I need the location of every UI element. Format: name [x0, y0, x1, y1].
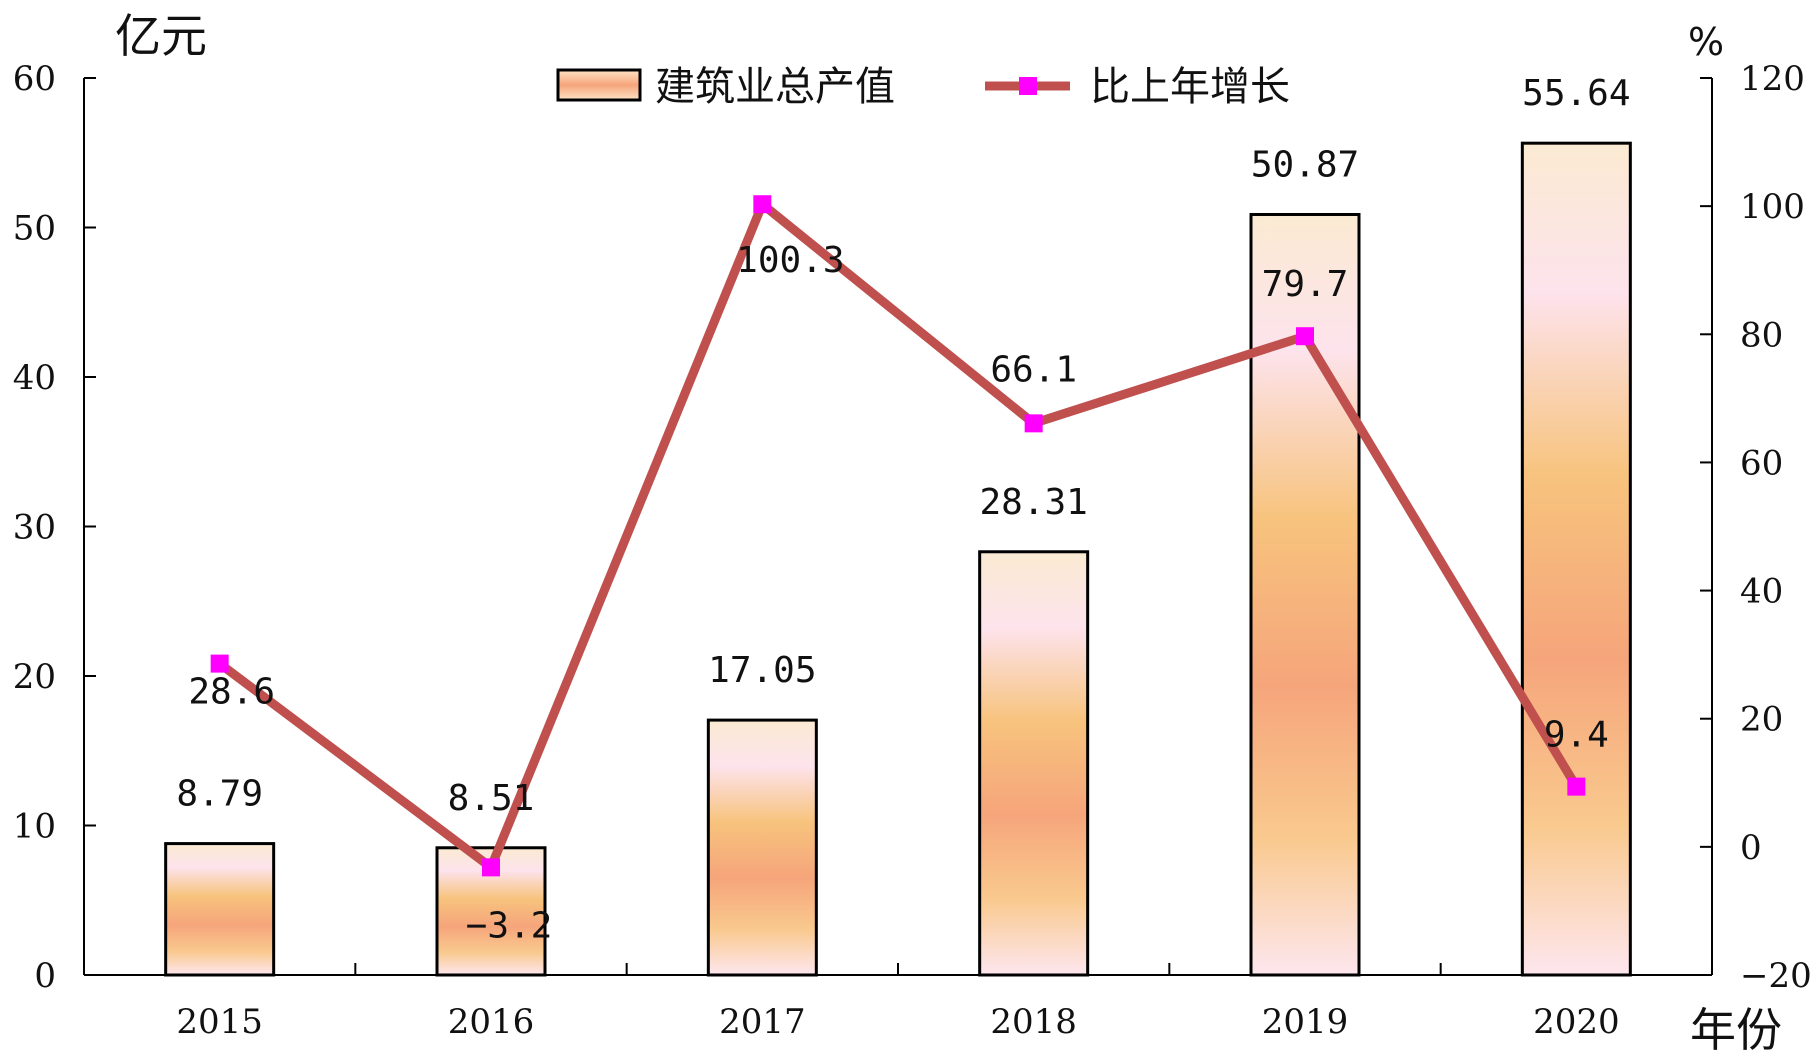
y-left-axis-label: 亿元: [115, 9, 207, 63]
line-marker: [1567, 777, 1586, 796]
bar-value-label: 50.87: [1251, 144, 1359, 185]
legend-bar-label: 建筑业总产值: [655, 64, 895, 110]
y-right-tick-label: 40: [1740, 572, 1783, 612]
y-left-tick-label: 20: [13, 657, 56, 697]
y-right-tick-label: 60: [1740, 443, 1783, 483]
bar-value-label: 8.51: [448, 778, 535, 819]
line-marker: [753, 195, 772, 214]
x-tick-label: 2016: [448, 1002, 535, 1042]
line-value-label: 28.6: [188, 672, 275, 713]
x-tick-label: 2015: [176, 1002, 263, 1042]
line-marker: [482, 858, 500, 877]
line-marker: [210, 654, 229, 673]
line-value-label: 100.3: [736, 240, 844, 281]
y-left-tick-label: 60: [13, 59, 56, 99]
bar: [978, 550, 1090, 977]
x-tick-label: 2018: [990, 1002, 1077, 1042]
line-value-label: 79.7: [1262, 264, 1349, 305]
legend-line-marker: [1019, 77, 1037, 95]
y-right-tick-label: −20: [1740, 956, 1812, 996]
line-marker: [1296, 327, 1314, 346]
bar-value-label: 8.79: [176, 774, 263, 815]
bar: [164, 842, 276, 977]
y-left-tick-label: 50: [13, 209, 56, 249]
line-value-label: −3.2: [466, 905, 553, 946]
y-right-tick-label: 0: [1740, 828, 1762, 868]
x-axis-label: 年份: [1690, 1003, 1782, 1057]
y-left-tick-label: 40: [13, 358, 56, 398]
line-value-label: 9.4: [1544, 715, 1609, 756]
bar: [706, 718, 818, 977]
growth-line: [216, 196, 1581, 875]
y-right-tick-label: 20: [1740, 700, 1783, 740]
line-value-label: 66.1: [990, 349, 1077, 390]
y-right-axis-label: %: [1688, 20, 1724, 64]
legend-bar-swatch: [556, 68, 642, 102]
x-tick-label: 2017: [719, 1002, 806, 1042]
bar-value-label: 28.31: [979, 482, 1087, 523]
y-right-tick-label: 120: [1740, 59, 1805, 99]
data-labels: 8.79 8.51 17.05 28.31 50.87 55.64 28.6 −3.2 100.…: [176, 73, 1630, 946]
x-tick-label: 2019: [1262, 1002, 1349, 1042]
y-right-tick-label: 80: [1740, 315, 1783, 355]
bar-value-label: 17.05: [708, 650, 816, 691]
bar: [1520, 141, 1632, 977]
x-tick-label: 2020: [1533, 1002, 1620, 1042]
bar-value-label: 55.64: [1522, 73, 1630, 114]
line-marker: [1024, 414, 1043, 433]
y-left-tick-label: 10: [13, 807, 56, 847]
y-left-tick-label: 0: [34, 956, 56, 996]
line-series: [210, 195, 1586, 877]
axes: 0 10 20 30 40 50 60 −20 0 20 40 60 80 100 120 2015 2016 2…: [13, 59, 1812, 1042]
bar-series: [164, 141, 1632, 977]
y-right-tick-label: 100: [1740, 187, 1805, 227]
legend: 建筑业总产值 比上年增长: [556, 64, 1290, 110]
y-left-tick-label: 30: [13, 508, 56, 548]
legend-line-label: 比上年增长: [1090, 64, 1290, 110]
